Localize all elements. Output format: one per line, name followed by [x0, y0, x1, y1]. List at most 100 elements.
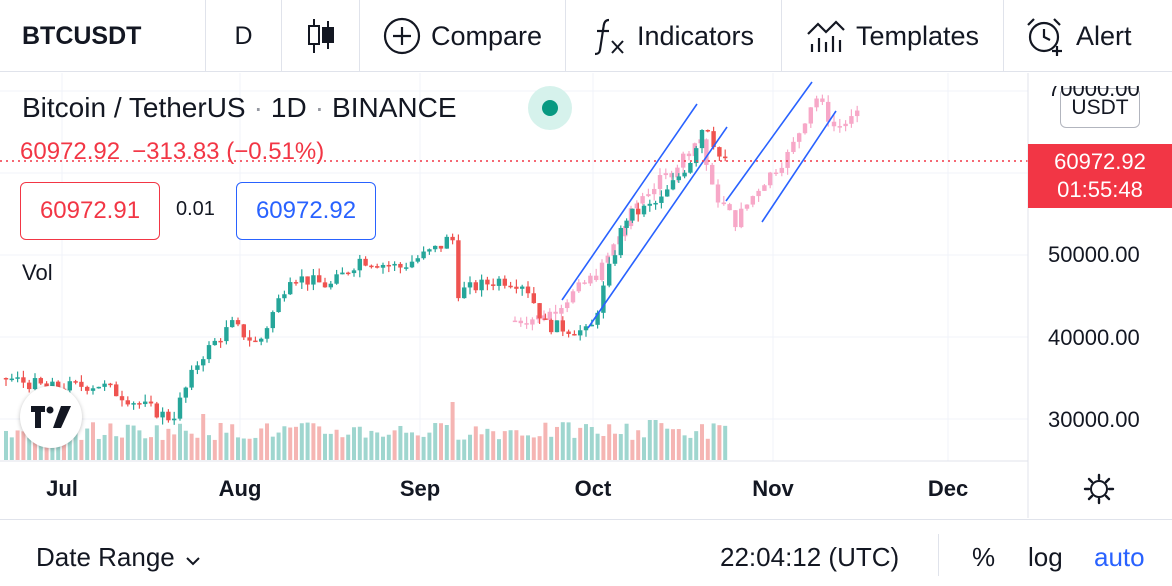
- chart-type-button[interactable]: [282, 0, 360, 72]
- candle: [624, 220, 629, 228]
- candle: [537, 303, 542, 319]
- alert-button[interactable]: Alert: [1004, 0, 1172, 72]
- volume-bar: [636, 430, 641, 460]
- volume-bar: [357, 426, 362, 460]
- currency-button[interactable]: USDT: [1060, 88, 1140, 128]
- projection-candle: [791, 141, 796, 152]
- date-range-button[interactable]: Date Range: [36, 542, 201, 573]
- candle: [264, 328, 270, 339]
- volume-bar: [236, 437, 240, 460]
- candle: [357, 258, 363, 271]
- percent-scale-button[interactable]: %: [972, 542, 996, 572]
- volume-bar: [120, 437, 124, 460]
- candle: [473, 282, 479, 291]
- candle: [659, 196, 664, 203]
- candle: [450, 236, 455, 241]
- candle: [218, 340, 223, 343]
- alarm-clock-icon: [1024, 16, 1066, 56]
- volume-bar: [73, 427, 78, 460]
- time-axis-label: Sep: [399, 476, 441, 501]
- volume-bar: [398, 425, 403, 460]
- projection-candle: [657, 175, 663, 189]
- utc-clock[interactable]: 22:04:12 (UTC): [720, 542, 900, 572]
- candle: [3, 378, 9, 380]
- legend-separator: ·: [314, 92, 325, 123]
- tradingview-logo-icon[interactable]: [20, 386, 82, 448]
- volume-bar: [421, 436, 426, 460]
- candle: [467, 282, 473, 288]
- candle: [311, 275, 316, 285]
- volume-bar: [479, 434, 484, 460]
- projection-candle: [605, 255, 611, 263]
- candle: [693, 148, 699, 163]
- volume-bar: [189, 433, 194, 460]
- interval-button[interactable]: D: [206, 0, 282, 72]
- indicators-button[interactable]: Indicators: [566, 0, 782, 72]
- auto-scale-button[interactable]: auto: [1094, 542, 1145, 572]
- legend-interval: 1D: [270, 92, 307, 123]
- volume-bar: [178, 423, 182, 460]
- candle: [479, 279, 484, 291]
- volume-bar: [514, 430, 519, 460]
- compare-button[interactable]: Compare: [360, 0, 566, 72]
- legend-title: Bitcoin / TetherUS · 1D · BINANCE: [22, 92, 457, 124]
- candle: [50, 381, 55, 387]
- legend-pair: Bitcoin / TetherUS: [22, 92, 246, 123]
- candle: [380, 264, 386, 268]
- volume-bar: [520, 435, 525, 460]
- sell-button[interactable]: 60972.91: [20, 182, 160, 240]
- volume-bar: [131, 425, 136, 460]
- projection-candle: [634, 203, 640, 209]
- volume-bar: [566, 422, 571, 460]
- legend-separator: ·: [253, 92, 263, 123]
- log-scale-button[interactable]: log: [1028, 542, 1063, 572]
- price-chart[interactable]: [0, 0, 1172, 518]
- candle: [618, 227, 624, 256]
- candle: [432, 245, 438, 250]
- volume-bar: [247, 438, 252, 460]
- buy-button[interactable]: 60972.92: [236, 182, 376, 240]
- volume-bar: [207, 435, 211, 460]
- volume-bar: [91, 422, 95, 460]
- projection-candle: [837, 126, 843, 128]
- gear-icon[interactable]: [1082, 472, 1116, 506]
- candle: [21, 377, 26, 383]
- chevron-down-icon: [185, 542, 201, 573]
- projection-candle: [808, 107, 814, 124]
- volume-bar: [79, 439, 84, 460]
- volume-bar: [9, 437, 14, 460]
- volume-bar: [711, 423, 716, 460]
- candle: [137, 403, 142, 405]
- candle: [131, 403, 136, 405]
- candle: [84, 386, 90, 391]
- candle: [276, 298, 281, 313]
- candle: [340, 272, 345, 275]
- projection-candle: [547, 311, 553, 321]
- templates-button[interactable]: Templates: [782, 0, 1004, 72]
- volume-bar: [433, 423, 438, 460]
- trend-channel-line: [761, 110, 837, 223]
- candle: [688, 162, 693, 173]
- date-range-label: Date Range: [36, 542, 175, 572]
- volume-bar: [543, 422, 548, 460]
- volume-bar: [323, 433, 327, 460]
- volume-bar: [404, 432, 409, 460]
- symbol-search-button[interactable]: BTCUSDT: [0, 0, 206, 72]
- candle: [496, 278, 502, 286]
- market-status-icon[interactable]: [528, 86, 572, 130]
- volume-bar: [108, 423, 113, 460]
- time-axis-label: Jul: [46, 476, 78, 501]
- volume-bar: [85, 428, 90, 460]
- candle: [682, 172, 687, 177]
- templates-label: Templates: [855, 20, 980, 51]
- candle: [253, 340, 258, 343]
- projection-candle: [849, 116, 854, 124]
- volume-bar: [723, 425, 728, 460]
- divider: [938, 534, 939, 576]
- projection-candle: [785, 151, 790, 168]
- projection-candle: [646, 194, 651, 197]
- trend-channel-line: [561, 103, 698, 301]
- time-axis-label: Nov: [752, 476, 794, 501]
- candle: [409, 261, 415, 268]
- volume-bar: [21, 431, 26, 460]
